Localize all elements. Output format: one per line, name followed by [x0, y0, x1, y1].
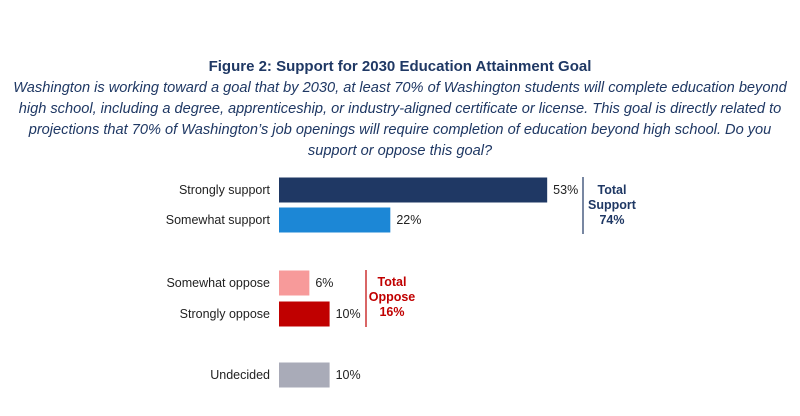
bar — [279, 301, 330, 327]
value-label: 22% — [396, 213, 421, 227]
value-label: 6% — [315, 276, 333, 290]
chart-subtitle: Washington is working toward a goal that… — [13, 80, 787, 159]
group-total-label: 16% — [379, 305, 404, 319]
chart-title: Figure 2: Support for 2030 Education Att… — [208, 58, 592, 75]
bar — [279, 270, 310, 296]
bar — [279, 207, 391, 233]
value-label: 10% — [336, 307, 361, 321]
group-total-label: Total — [598, 183, 627, 197]
group-total-label: Support — [588, 198, 637, 212]
value-label: 53% — [553, 183, 578, 197]
category-label: Somewhat oppose — [166, 276, 270, 290]
category-label: Strongly oppose — [180, 307, 270, 321]
group-total-label: Total — [378, 275, 407, 289]
group-total-label: Oppose — [369, 290, 416, 304]
value-label: 10% — [336, 368, 361, 382]
category-label: Somewhat support — [166, 213, 271, 227]
group-total-label: 74% — [599, 213, 624, 227]
bar — [279, 362, 330, 388]
category-label: Strongly support — [179, 183, 271, 197]
bar — [279, 177, 548, 203]
category-label: Undecided — [210, 368, 270, 382]
